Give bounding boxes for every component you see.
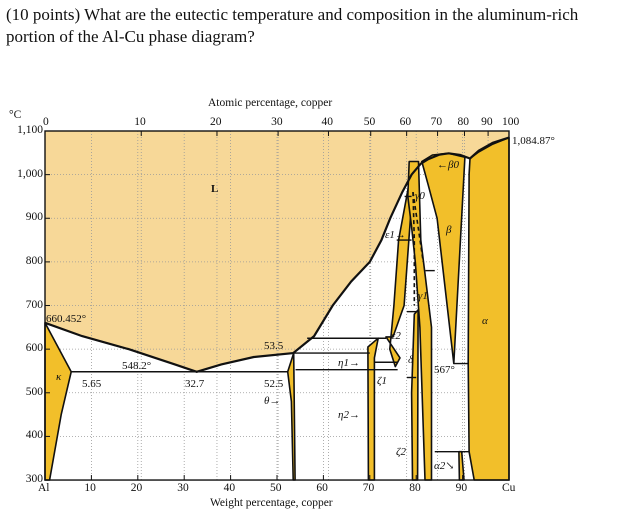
theta-top-label: 53.5 <box>264 340 284 352</box>
question-text: (10 points) What are the eutectic temper… <box>6 5 579 46</box>
bottom-tick-label: 50 <box>270 482 282 494</box>
alpha-label: α <box>482 315 488 327</box>
top-tick-label: 90 <box>481 116 493 128</box>
top-tick-label: 60 <box>399 116 412 128</box>
eta2-label: η2→ <box>338 409 360 421</box>
kappa-label: κ <box>56 371 62 383</box>
top-tick-label: 10 <box>134 116 146 128</box>
y-tick-label: 600 <box>25 342 43 355</box>
theta-label: θ→ <box>264 395 281 407</box>
alpha-region <box>467 136 510 481</box>
gamma-dashed-line <box>412 192 416 306</box>
cu-melting-label: 1,084.87° <box>512 135 555 147</box>
eps2-label: ε2 <box>391 330 401 342</box>
beta-region <box>420 152 466 365</box>
bottom-tick-label: 30 <box>177 482 189 494</box>
y-tick-label: 400 <box>25 429 43 442</box>
beta0-label: ←β0 <box>437 159 459 171</box>
gamma0-label: γ0 <box>415 190 425 202</box>
top-tick-label: 40 <box>321 116 333 128</box>
eutectic-comp-label: 32.7 <box>185 378 205 390</box>
liquid-label: L <box>211 183 219 195</box>
y-tick-label: 800 <box>25 254 43 267</box>
bottom-tick-label: 60 <box>316 482 328 494</box>
bottom-tick-label: Al <box>38 482 50 494</box>
eta1-label: η1→ <box>338 357 360 369</box>
zeta1-label: ζ1 <box>377 375 387 387</box>
y-tick-label: 300 <box>25 473 43 486</box>
bottom-tick-label: 40 <box>223 482 236 494</box>
bottom-tick-label: 20 <box>130 482 143 494</box>
eps1-label: ε1→ <box>385 229 406 241</box>
y-tick-label: 700 <box>25 298 43 311</box>
al-melting-label: 660.452° <box>46 313 87 325</box>
beta-label: β <box>446 224 452 236</box>
top-tick-label: 30 <box>271 116 283 128</box>
bottom-axis-title: Weight percentage, copper <box>210 497 333 509</box>
bottom-tick-label: 70 <box>362 482 375 494</box>
eutectoid-label: 567° <box>434 364 455 376</box>
alpha-solubility-label: 5.65 <box>82 378 102 390</box>
top-tick-label: 70 <box>430 116 443 128</box>
alpha2-label: α2↘ <box>434 460 455 472</box>
y-tick-label: 1,000 <box>17 167 43 180</box>
bottom-tick-label: Cu <box>502 482 516 494</box>
top-tick-label: 50 <box>363 116 376 128</box>
delta-label: δ <box>408 354 414 366</box>
bottom-tick-label: 10 <box>84 482 96 494</box>
theta-left-label: 52.5 <box>264 378 284 390</box>
top-tick-label: 100 <box>502 116 520 128</box>
top-tick-label: 20 <box>209 116 222 128</box>
gamma-dashed-line <box>412 191 424 263</box>
temp-unit: °C <box>9 109 22 121</box>
y-tick-label: 900 <box>25 211 43 224</box>
y-tick-label: 1,100 <box>17 124 43 136</box>
y-tick-label: 500 <box>25 385 43 398</box>
gamma1-label: γ1 <box>418 290 428 302</box>
eutectic-temp-label: 548.2° <box>122 360 152 372</box>
bottom-tick-label: 80 <box>409 482 421 494</box>
zeta2-label: ζ2 <box>396 446 406 458</box>
bottom-tick-label: 90 <box>455 482 468 494</box>
top-tick-label: 80 <box>457 116 469 128</box>
top-axis-title: Atomic percentage, copper <box>208 97 333 109</box>
top-tick-label: 0 <box>43 116 49 128</box>
